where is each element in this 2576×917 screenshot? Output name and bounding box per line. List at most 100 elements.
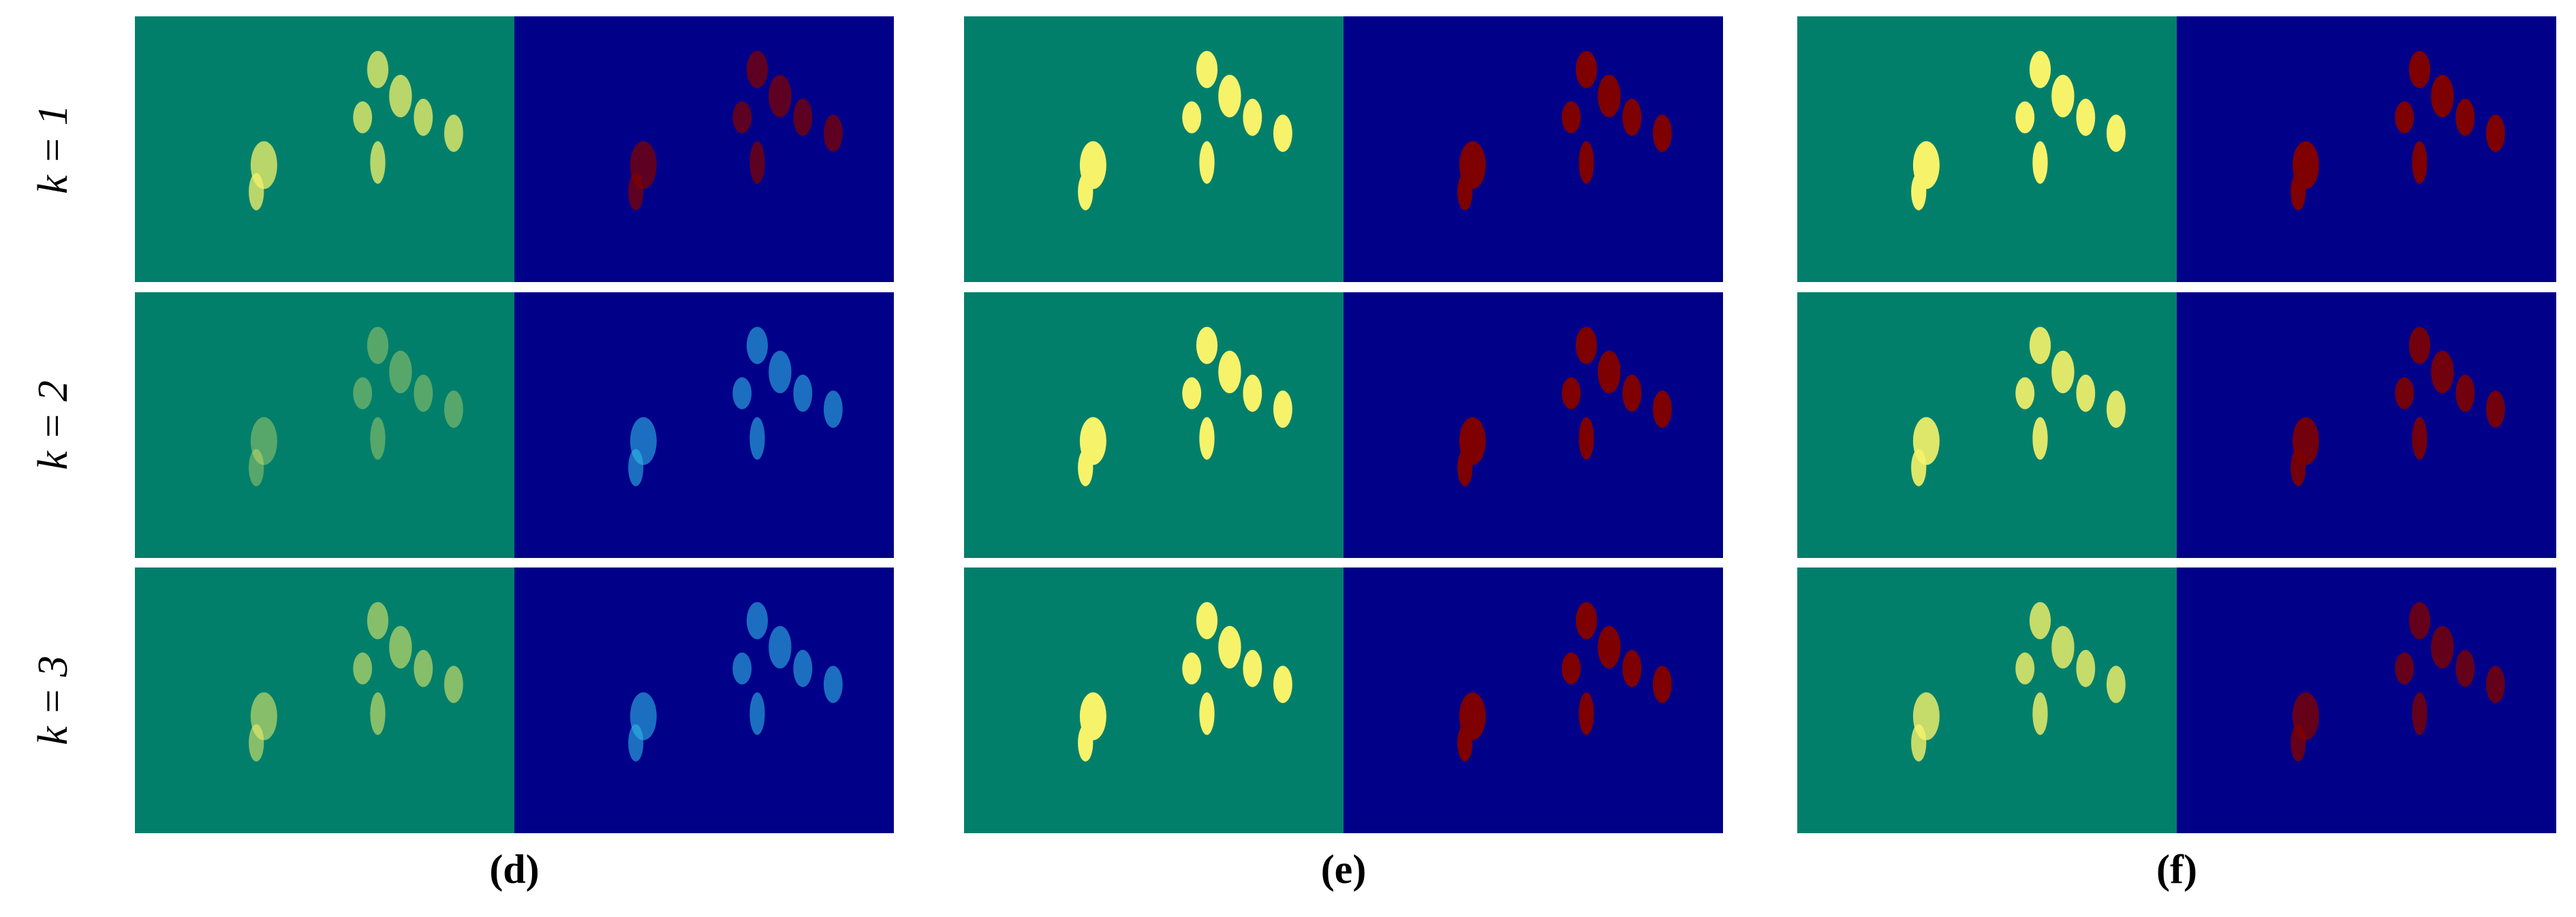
blob: [1078, 724, 1093, 762]
blob: [2076, 98, 2096, 136]
blob: [2408, 602, 2431, 640]
row-label: k = 1: [30, 104, 76, 193]
blob: [2408, 50, 2431, 89]
blob: [389, 350, 412, 394]
blob: [1622, 649, 1642, 687]
blob: [1911, 724, 1927, 762]
blob: [370, 692, 386, 735]
blob: [2015, 377, 2035, 409]
blob: [1243, 649, 1262, 687]
blob: [1457, 724, 1473, 762]
blob: [1562, 377, 1581, 409]
blob: [1911, 449, 1927, 486]
blob: [353, 652, 373, 685]
blob: [1218, 350, 1241, 394]
blob: [2051, 350, 2075, 394]
blob: [746, 50, 769, 89]
blob: [1457, 449, 1473, 486]
blob: [1598, 74, 1621, 118]
blob: [250, 417, 277, 465]
blob: [1562, 652, 1581, 685]
blob: [444, 666, 463, 703]
blob: [2051, 625, 2075, 669]
blob: [1562, 101, 1581, 134]
blob: [2076, 649, 2096, 687]
blob: [2291, 449, 2306, 486]
blob: [628, 173, 644, 211]
blob: [2015, 652, 2035, 685]
blob: [1182, 377, 1202, 409]
blob: [249, 173, 264, 211]
blob: [823, 114, 843, 152]
blob: [823, 390, 843, 428]
blob: [1182, 101, 1202, 134]
blob: [249, 449, 264, 486]
blob: [2455, 374, 2475, 412]
blob: [2485, 114, 2505, 152]
blob: [2412, 692, 2427, 735]
panel-label: (d): [489, 847, 539, 892]
panel-label: (f): [2156, 847, 2197, 892]
blob: [1598, 625, 1621, 669]
blob: [1196, 326, 1218, 364]
blob: [1579, 692, 1594, 735]
blob: [769, 74, 792, 118]
blob: [793, 649, 813, 687]
blob: [1199, 141, 1215, 184]
blob: [444, 114, 463, 152]
blob: [1622, 374, 1642, 412]
blob: [444, 390, 463, 428]
blob: [2395, 101, 2415, 134]
blob: [2395, 652, 2415, 685]
blob: [1273, 114, 1292, 152]
blob: [2395, 377, 2415, 409]
blob: [769, 625, 792, 669]
blob: [1199, 692, 1215, 735]
blob: [746, 602, 769, 640]
blob: [2431, 625, 2454, 669]
blob: [2029, 326, 2051, 364]
blob: [414, 649, 433, 687]
blob: [1273, 390, 1292, 428]
blob: [2408, 326, 2431, 364]
blob: [1652, 390, 1672, 428]
blob: [389, 625, 412, 669]
row-label: k = 2: [30, 380, 76, 469]
blob: [1243, 98, 1262, 136]
blob: [2455, 98, 2475, 136]
blob: [367, 602, 389, 640]
blob: [389, 74, 412, 118]
blob: [2412, 141, 2427, 184]
blob: [2485, 666, 2505, 703]
blob: [628, 449, 644, 486]
blob: [2032, 417, 2048, 460]
blob: [2106, 666, 2126, 703]
blob: [1575, 50, 1598, 89]
row-label: k = 3: [30, 655, 76, 745]
blob: [1652, 666, 1672, 703]
blob: [2032, 141, 2048, 184]
blob: [353, 101, 373, 134]
blob: [370, 417, 386, 460]
blob: [1598, 350, 1621, 394]
blob: [1575, 602, 1598, 640]
blob: [414, 98, 433, 136]
blob: [746, 326, 769, 364]
blob: [1218, 74, 1241, 118]
blob: [353, 377, 373, 409]
blob: [1911, 173, 1927, 211]
blob: [1273, 666, 1292, 703]
blob: [769, 350, 792, 394]
blob: [1622, 98, 1642, 136]
blob: [2076, 374, 2096, 412]
blob: [749, 417, 765, 460]
blob: [2051, 74, 2075, 118]
blob: [2455, 649, 2475, 687]
blob: [732, 101, 752, 134]
blob: [749, 692, 765, 735]
blob: [732, 652, 752, 685]
blob: [370, 141, 386, 184]
blob: [1457, 173, 1473, 211]
blob: [2029, 602, 2051, 640]
